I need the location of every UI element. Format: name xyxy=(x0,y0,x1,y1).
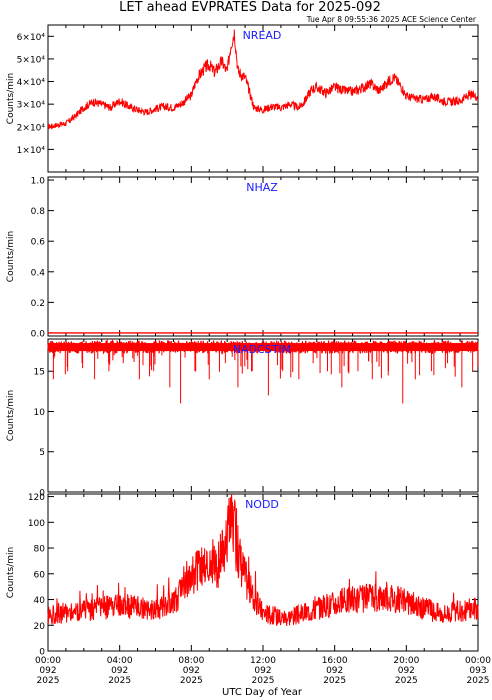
panel-frame xyxy=(47,176,479,337)
x-axis-label: UTC Day of Year xyxy=(222,687,303,698)
panel-frame xyxy=(47,493,479,652)
chart-panels: 1×10⁴ 2×10⁴ 3×10⁴ 4×10⁴ 5×10⁴ 6×10⁴ Counts/min… xyxy=(6,24,491,686)
panel-label: NODD xyxy=(245,498,279,511)
x-tick-label: 12:00 xyxy=(250,656,276,666)
x-tick-label: 2025 xyxy=(180,676,203,686)
y-tick-label: 100 xyxy=(28,519,45,529)
x-tick-label: 092 xyxy=(326,666,343,676)
y-axis-label: Counts/min xyxy=(6,73,16,124)
series-line xyxy=(47,493,479,627)
y-tick-label: 0 xyxy=(39,648,45,658)
y-tick-label: 0.6 xyxy=(31,238,46,248)
panel-label: NADCSTIM xyxy=(233,343,291,356)
x-tick-label: 2025 xyxy=(252,676,275,686)
y-axis-label: Counts/min xyxy=(6,547,16,598)
x-axis: 00:00092202504:00092202508:00092202512:0… xyxy=(35,656,491,686)
panel-label: NREAD xyxy=(243,29,282,42)
y-tick-label: 0.8 xyxy=(31,207,46,217)
y-tick-label: 40 xyxy=(34,596,46,606)
series-line xyxy=(47,29,479,130)
y-tick-label: 120 xyxy=(28,493,45,503)
panel-nadcstim: 0 5 10 15 Counts/min NADCSTIM xyxy=(6,338,479,499)
figure-timestamp: Tue Apr 8 09:55:36 2025 ACE Science Cent… xyxy=(306,15,477,24)
panel-nread: 1×10⁴ 2×10⁴ 3×10⁴ 4×10⁴ 5×10⁴ 6×10⁴ Counts/min… xyxy=(6,24,479,173)
y-tick-label: 4×10⁴ xyxy=(17,78,46,88)
figure-title: LET ahead EVPRATES Data for 2025-092 xyxy=(119,0,381,15)
y-tick-label: 1.0 xyxy=(31,177,46,187)
x-tick-label: 00:00 xyxy=(35,656,61,666)
y-axis-label: Counts/min xyxy=(6,231,16,282)
x-tick-label: 08:00 xyxy=(178,656,204,666)
y-tick-label: 0 xyxy=(39,489,45,499)
y-axis-label: Counts/min xyxy=(6,390,16,441)
x-tick-label: 2025 xyxy=(395,676,418,686)
x-tick-label: 092 xyxy=(111,666,128,676)
y-tick-label: 0.2 xyxy=(31,299,45,309)
y-tick-label: 20 xyxy=(34,622,46,632)
x-tick-label: 04:00 xyxy=(107,656,133,666)
panel-label: NHAZ xyxy=(246,181,278,194)
x-tick-label: 092 xyxy=(39,666,56,676)
y-tick-label: 6×10⁴ xyxy=(17,33,46,43)
panel-frame xyxy=(47,338,479,493)
y-tick-label: 10 xyxy=(34,408,46,418)
x-tick-label: 092 xyxy=(183,666,200,676)
y-tick-label: 0.4 xyxy=(31,268,46,278)
x-tick-label: 2025 xyxy=(37,676,60,686)
x-tick-label: 16:00 xyxy=(322,656,348,666)
y-tick-label: 60 xyxy=(34,570,46,580)
series-band xyxy=(48,343,478,352)
y-tick-label: 80 xyxy=(34,545,46,555)
x-tick-label: 092 xyxy=(398,666,415,676)
y-tick-label: 3×10⁴ xyxy=(17,101,46,111)
x-tick-label: 00:00 xyxy=(465,656,491,666)
y-tick-label: 0.0 xyxy=(31,329,46,339)
y-tick-label: 15 xyxy=(34,368,45,378)
x-tick-label: 20:00 xyxy=(393,656,419,666)
y-tick-label: 2×10⁴ xyxy=(17,123,46,133)
panel-nodd: 0 20 40 60 80 100 120 Counts/min NODD xyxy=(6,493,479,658)
x-tick-label: 2025 xyxy=(108,676,131,686)
x-tick-label: 2025 xyxy=(323,676,346,686)
y-tick-label: 1×10⁴ xyxy=(17,146,46,156)
x-tick-label: 093 xyxy=(469,666,486,676)
x-tick-label: 2025 xyxy=(467,676,490,686)
panel-nhaz: 0.0 0.2 0.4 0.6 0.8 1.0 Counts/min NHAZ xyxy=(6,176,479,339)
x-tick-label: 092 xyxy=(254,666,271,676)
y-tick-label: 5 xyxy=(39,448,45,458)
y-tick-label: 5×10⁴ xyxy=(17,55,46,65)
